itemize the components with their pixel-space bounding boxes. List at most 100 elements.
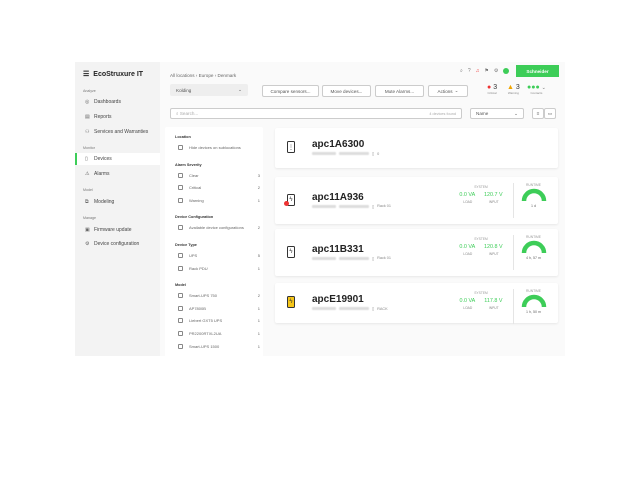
chevron-down-icon: ⌄ [238,87,242,92]
filter-option[interactable]: Hide devices on sublocations [178,145,260,150]
bell-icon[interactable]: ♫ [475,68,480,74]
device-name[interactable]: apc11A936 [312,191,364,203]
checkbox[interactable] [178,318,183,324]
checkbox[interactable] [178,265,183,271]
input-value: 117.8 V [484,298,503,304]
filter-option[interactable]: Liebert GXT5 UPS 1 [178,318,260,324]
cube-icon: ⧉ [85,199,89,205]
runtime: RUNTIME 4 h, 57 m [513,235,553,270]
checkbox[interactable] [178,145,183,150]
breadcrumb-denmark[interactable]: Denmark [217,73,237,78]
search-input[interactable]: ⌕ Search... 4 devices found [170,108,462,119]
checkbox[interactable] [178,225,183,231]
device-meta: ▯ Rack 01 [312,256,391,261]
runtime-gauge [521,294,546,308]
filter-option[interactable]: Smart-UPS 1500 1 [178,343,260,349]
logo: ☰ EcoStruxure IT [83,71,144,78]
filter-option[interactable]: PR2200RTXL2UA 1 [178,331,260,336]
filter-header: Alarm Severity [175,162,202,167]
sidebar-item-dashboards[interactable]: ◎ Dashboards [85,99,121,105]
warning-icon: ⚠ [85,171,90,177]
section-model: Model [83,188,93,192]
sidebar-item-devices[interactable]: ▯ Devices [75,153,160,165]
device-name[interactable]: apc1A6300 [312,139,365,150]
chevron-down-icon: ⌄ [514,110,518,116]
settings-icon[interactable]: ⚙ [493,68,499,74]
checkbox[interactable] [178,185,183,191]
flag-icon[interactable]: ⚑ [484,68,489,74]
sidebar-item-device-configuration[interactable]: ⚙ Device configuration [85,241,140,247]
sidebar: ☰ EcoStruxure IT Analyze Monitor Model Manag… [75,62,160,356]
runtime-gauge [521,240,546,254]
search-icon[interactable]: ⌕ [460,68,463,74]
filter-option[interactable]: Warning 1 [178,197,260,203]
search-icon: ⌕ [176,111,180,116]
device-name[interactable]: apc11B331 [312,243,364,255]
filter-option[interactable]: Rack PDU 1 [178,265,260,271]
device-meta: ▯ 0 [312,151,379,156]
checkbox[interactable] [178,343,183,349]
critical-status[interactable]: ● 3 Critical [487,84,498,95]
device-icon: ▯ [85,156,88,162]
device-name[interactable]: apcE19901 [312,294,364,305]
sidebar-item-services-and-warranties[interactable]: ⚇ Services and Warranties [85,129,149,135]
rack-icon: ▯ [372,307,375,311]
compare-sensors-button[interactable]: Compare sensors... [262,85,319,97]
rack-icon: ▯ [372,256,375,261]
section-analyze: Analyze [83,89,96,93]
checkbox[interactable] [178,305,183,311]
critical-alarm-icon [284,200,289,206]
help-icon[interactable]: ? [467,68,471,74]
system-metrics: SYSTEM 0.0 VA 120.8 V LOAD INPUT [459,237,503,256]
checkbox[interactable] [178,331,183,336]
list-view-button[interactable]: ≡ [532,108,544,119]
sidebar-item-reports[interactable]: ▤ Reports [85,114,112,120]
device-card[interactable]: ⋮ apc1A6300 ▯ 0 [275,128,558,168]
breadcrumb-europe[interactable]: Europe [198,73,214,78]
filter-option[interactable]: Smart-UPS 750 2 [178,293,260,299]
filter-option[interactable]: UPS 5 [178,253,260,258]
header-icons: ⌕? ♫ ⚑ ⚙ [460,68,510,74]
service-icon: ⚇ [85,129,90,135]
runtime: RUNTIME 1 d [513,183,553,218]
rack-icon: ▯ [372,204,375,209]
location-select[interactable]: Kolding ⌄ [170,84,248,96]
sidebar-item-modeling[interactable]: ⧉ Modeling [85,199,115,205]
sidebar-item-firmware-update[interactable]: ▣ Firmware update [85,227,132,233]
checkbox[interactable] [178,197,183,203]
mute-alarms-button[interactable]: Mute Alarms... [375,85,424,97]
gear-icon: ⚙ [85,241,90,247]
filter-option[interactable]: Clear 3 [178,172,260,178]
filter-header: Device Type [175,243,197,247]
sidebar-item-alarms[interactable]: ⚠ Alarms [85,171,110,177]
user-status-icon[interactable] [503,68,510,74]
filter-option[interactable]: Available device configurations 2 [178,225,260,231]
breadcrumb: All locations › Europe › Denmark [170,73,237,78]
checkbox[interactable] [178,172,183,178]
actions-button[interactable]: Actions ⌄ [428,85,468,97]
filter-option[interactable]: AP7800B 1 [178,305,260,311]
menu-icon[interactable]: ☰ [83,71,90,78]
warning-status[interactable]: ▲ 3 Warning [507,84,520,95]
firmware-icon: ▣ [85,227,90,233]
sort-select[interactable]: Name ⌄ [470,108,524,119]
document-icon: ▤ [85,114,90,120]
schneider-logo: Schneider [516,65,559,77]
device-meta: ▯ RACK [312,306,388,311]
move-devices-button[interactable]: Move devices... [322,85,371,97]
checkbox[interactable] [178,253,183,258]
runtime: RUNTIME 1 h, 50 m [513,289,553,324]
contacts-status[interactable]: ●●● ⌄ Contacts [527,84,546,95]
checkbox[interactable] [178,293,183,299]
breadcrumb-all[interactable]: All locations [170,73,195,78]
filter-option[interactable]: Critical 2 [178,185,260,191]
system-metrics: SYSTEM 0.0 VA 117.8 V LOAD INPUT [459,291,503,310]
device-card[interactable]: ϟ apcE19901 ▯ RACK SYSTEM 0.0 VA 117.8 V LOAD… [275,283,558,324]
chevron-down-icon: ⌄ [454,88,459,93]
rack-icon: ▯ [372,152,375,156]
grid-view-button[interactable]: ▭ [544,108,556,119]
load-value: 0.0 VA [459,298,476,304]
device-meta: ▯ Rack 01 [312,204,391,209]
